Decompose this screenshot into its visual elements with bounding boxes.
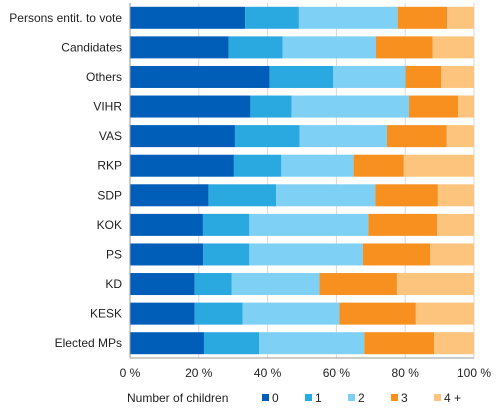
bar-segment (437, 184, 474, 207)
bar-segment (130, 273, 195, 296)
bar-segment (242, 302, 340, 325)
x-tick-label: 100 % (457, 366, 491, 380)
bar-segment (130, 243, 204, 266)
category-label: PS (106, 247, 122, 261)
category-label: RKP (97, 159, 122, 173)
bar-segment (282, 36, 376, 59)
bar-segment (434, 332, 474, 355)
bar-segment (249, 243, 363, 266)
bars-layer (130, 6, 474, 355)
bar-segment (386, 125, 447, 148)
x-tick-label: 20 % (185, 366, 213, 380)
bar-segment (368, 213, 438, 236)
bar-segment (339, 302, 416, 325)
bar-segment (130, 36, 229, 59)
axis-layer: 0 % 20 % 40 % 60 % 80 % 100 % Persons entit. t… (9, 3, 491, 380)
bar-segment (447, 6, 474, 29)
category-label: Elected MPs (55, 336, 122, 350)
bar-segment (269, 65, 334, 88)
category-label: KESK (90, 307, 122, 321)
bar-segment (405, 65, 442, 88)
legend-label: 0 (272, 391, 279, 405)
category-label: Candidates (61, 40, 122, 54)
bar-segment (245, 6, 299, 29)
legend-label: 2 (358, 391, 365, 405)
bar-segment (130, 6, 246, 29)
bar-segment (249, 213, 369, 236)
category-label: VAS (99, 129, 122, 143)
bar-segment (362, 243, 431, 266)
bar-segment (259, 332, 365, 355)
legend-label: 4 + (444, 391, 461, 405)
bar-segment (432, 36, 474, 59)
legend-swatch (305, 394, 312, 401)
bar-segment (208, 184, 277, 207)
legend: Number of children 0 1 2 3 4 + (127, 391, 461, 405)
bar-segment (299, 125, 387, 148)
bar-segment (375, 184, 438, 207)
bar-segment (130, 154, 234, 177)
x-tick-label: 40 % (254, 366, 282, 380)
bar-segment (375, 36, 433, 59)
bar-segment (441, 65, 474, 88)
x-tick-label: 60 % (323, 366, 351, 380)
bar-segment (319, 273, 397, 296)
bar-segment (130, 65, 270, 88)
category-label: Others (86, 70, 122, 84)
legend-swatch (348, 394, 355, 401)
bar-segment (430, 243, 474, 266)
x-tick-label: 0 % (120, 366, 141, 380)
bar-segment (130, 184, 209, 207)
legend-label: 3 (401, 391, 408, 405)
bar-segment (203, 243, 250, 266)
bar-segment (250, 95, 292, 118)
bar-segment (130, 213, 203, 236)
bar-segment (415, 302, 474, 325)
bar-segment (130, 302, 195, 325)
bar-segment (130, 95, 251, 118)
bar-segment (281, 154, 354, 177)
bar-segment (333, 65, 406, 88)
bar-segment (203, 332, 259, 355)
bar-segment (194, 302, 243, 325)
bar-segment (130, 332, 204, 355)
bar-segment (276, 184, 376, 207)
bar-segment (233, 154, 282, 177)
bar-segment (364, 332, 435, 355)
bar-segment (408, 95, 459, 118)
bar-segment (397, 6, 448, 29)
legend-swatch (434, 394, 441, 401)
bar-segment (130, 125, 235, 148)
bar-segment (202, 213, 250, 236)
bar-segment (437, 213, 474, 236)
category-label: VIHR (93, 100, 122, 114)
legend-label: 1 (315, 391, 322, 405)
bar-segment (228, 36, 283, 59)
bar-segment (403, 154, 474, 177)
legend-swatch (262, 394, 269, 401)
bar-segment (298, 6, 398, 29)
category-label: KD (105, 277, 122, 291)
x-axis-title: Number of children (127, 391, 228, 405)
legend-swatch (391, 394, 398, 401)
category-label: Persons entit. to vote (9, 11, 122, 25)
bar-segment (234, 125, 300, 148)
bar-segment (446, 125, 474, 148)
bar-segment (458, 95, 474, 118)
bar-segment (231, 273, 320, 296)
category-label: KOK (97, 218, 122, 232)
bar-segment (396, 273, 474, 296)
category-label: SDP (97, 188, 122, 202)
x-tick-label: 80 % (392, 366, 420, 380)
bar-segment (291, 95, 409, 118)
bar-segment (353, 154, 404, 177)
bar-segment (194, 273, 232, 296)
